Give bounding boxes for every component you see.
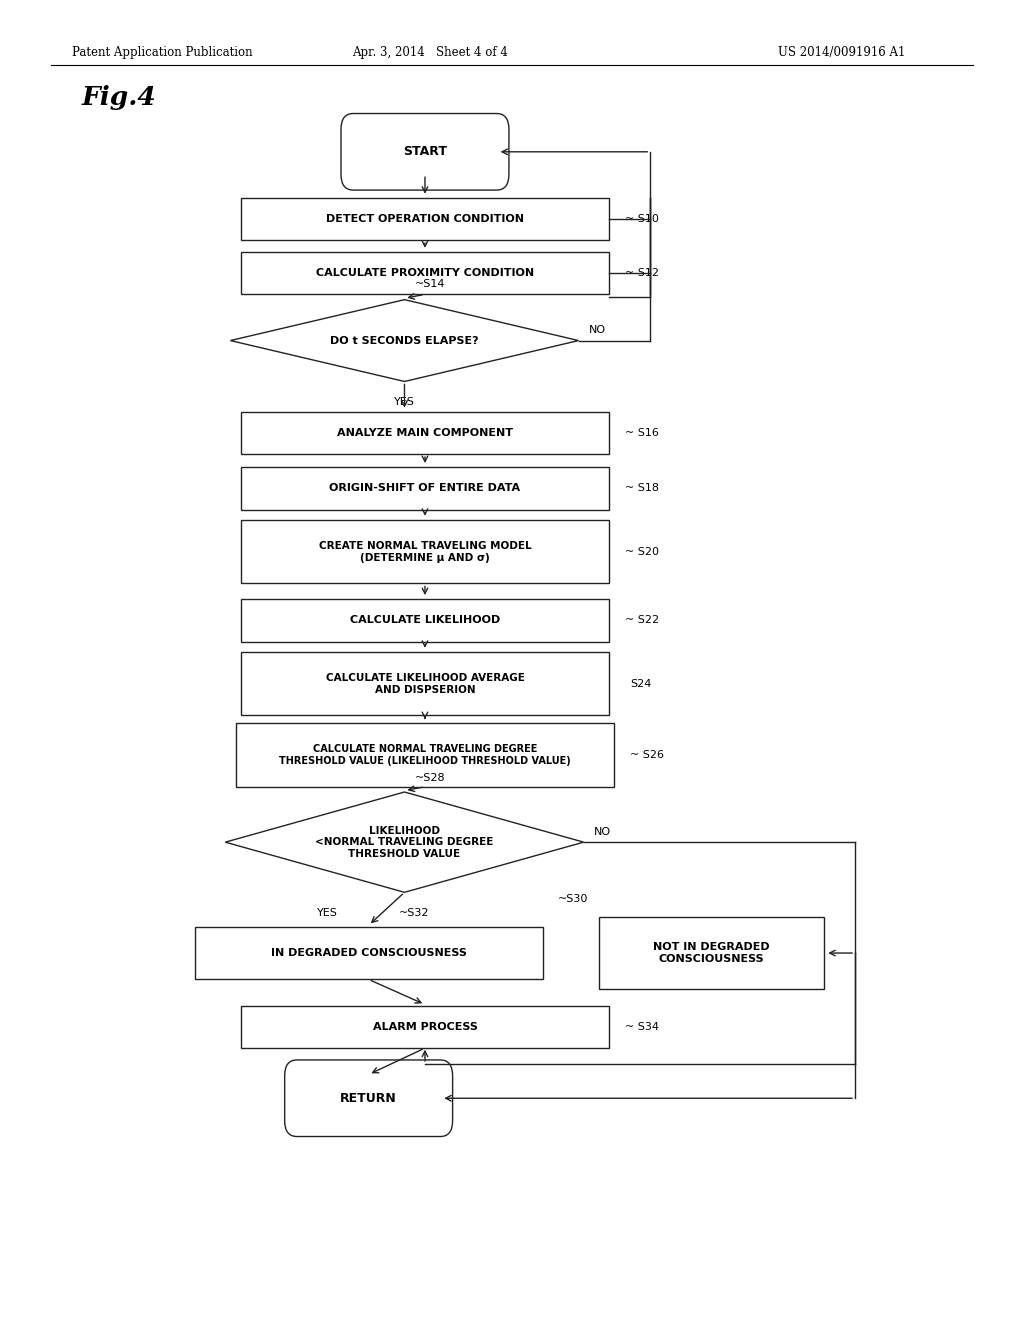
Bar: [241, 467, 609, 510]
Bar: [241, 198, 609, 240]
Bar: [195, 927, 543, 979]
Text: NO: NO: [594, 826, 611, 837]
Text: CALCULATE LIKELIHOOD: CALCULATE LIKELIHOOD: [350, 615, 500, 626]
Text: ~S30: ~S30: [558, 894, 589, 903]
FancyBboxPatch shape: [285, 1060, 453, 1137]
Text: ~ S16: ~ S16: [625, 428, 658, 438]
Text: CALCULATE PROXIMITY CONDITION: CALCULATE PROXIMITY CONDITION: [315, 268, 535, 279]
Text: IN DEGRADED CONSCIOUSNESS: IN DEGRADED CONSCIOUSNESS: [270, 948, 467, 958]
Text: CALCULATE NORMAL TRAVELING DEGREE
THRESHOLD VALUE (LIKELIHOOD THRESHOLD VALUE): CALCULATE NORMAL TRAVELING DEGREE THRESH…: [280, 744, 570, 766]
Text: CREATE NORMAL TRAVELING MODEL
(DETERMINE μ AND σ): CREATE NORMAL TRAVELING MODEL (DETERMINE…: [318, 541, 531, 562]
Bar: [236, 723, 614, 787]
Text: ANALYZE MAIN COMPONENT: ANALYZE MAIN COMPONENT: [337, 428, 513, 438]
Bar: [241, 652, 609, 715]
Text: ORIGIN-SHIFT OF ENTIRE DATA: ORIGIN-SHIFT OF ENTIRE DATA: [330, 483, 520, 494]
Text: RETURN: RETURN: [340, 1092, 397, 1105]
Text: CALCULATE LIKELIHOOD AVERAGE
AND DISPSERION: CALCULATE LIKELIHOOD AVERAGE AND DISPSER…: [326, 673, 524, 694]
Text: ~ S18: ~ S18: [625, 483, 658, 494]
FancyBboxPatch shape: [341, 114, 509, 190]
Bar: [241, 599, 609, 642]
Text: ~S28: ~S28: [415, 772, 445, 783]
Bar: [241, 252, 609, 294]
Text: LIKELIHOOD
<NORMAL TRAVELING DEGREE
THRESHOLD VALUE: LIKELIHOOD <NORMAL TRAVELING DEGREE THRE…: [315, 825, 494, 859]
Text: ~ S12: ~ S12: [625, 268, 658, 279]
Text: ~ S22: ~ S22: [625, 615, 658, 626]
Text: YES: YES: [317, 908, 338, 919]
Bar: [599, 916, 824, 990]
Text: ~S32: ~S32: [399, 908, 430, 919]
Text: START: START: [403, 145, 446, 158]
Text: S24: S24: [630, 678, 651, 689]
Polygon shape: [225, 792, 584, 892]
Text: NO: NO: [589, 325, 606, 335]
Text: NOT IN DEGRADED
CONSCIOUSNESS: NOT IN DEGRADED CONSCIOUSNESS: [653, 942, 770, 964]
Text: ~ S10: ~ S10: [625, 214, 658, 224]
Polygon shape: [230, 300, 579, 381]
Text: ~ S26: ~ S26: [630, 750, 664, 760]
Bar: [241, 412, 609, 454]
Text: US 2014/0091916 A1: US 2014/0091916 A1: [778, 46, 905, 59]
Text: Patent Application Publication: Patent Application Publication: [72, 46, 252, 59]
Text: Fig.4: Fig.4: [82, 86, 157, 110]
Text: DO t SECONDS ELAPSE?: DO t SECONDS ELAPSE?: [330, 335, 479, 346]
Text: ~ S20: ~ S20: [625, 546, 658, 557]
Text: DETECT OPERATION CONDITION: DETECT OPERATION CONDITION: [326, 214, 524, 224]
Text: Apr. 3, 2014   Sheet 4 of 4: Apr. 3, 2014 Sheet 4 of 4: [352, 46, 508, 59]
Text: YES: YES: [394, 397, 415, 408]
Bar: [241, 1006, 609, 1048]
Bar: [241, 520, 609, 583]
Text: ~S14: ~S14: [415, 279, 445, 289]
Text: ~ S34: ~ S34: [625, 1022, 658, 1032]
Text: ALARM PROCESS: ALARM PROCESS: [373, 1022, 477, 1032]
